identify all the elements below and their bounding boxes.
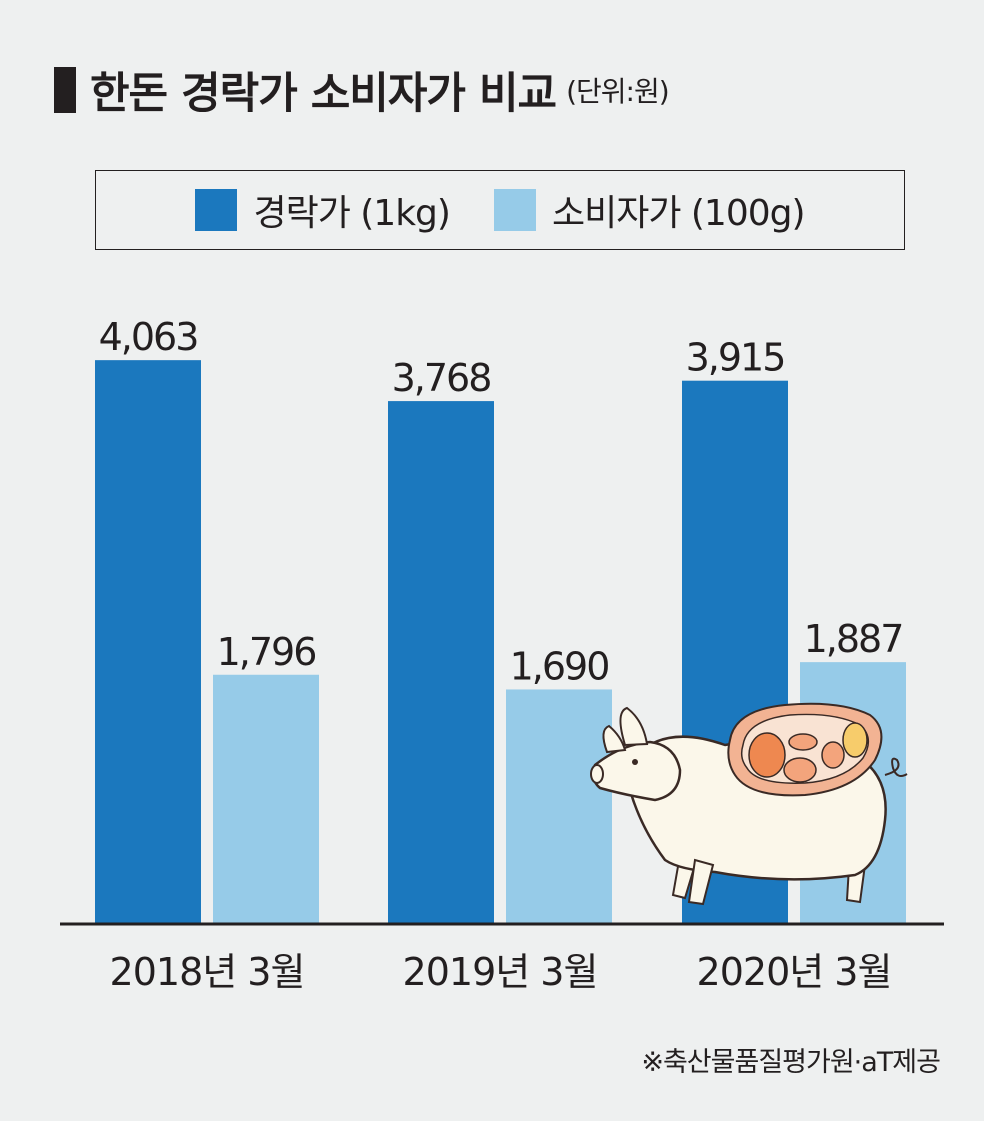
pig-illustration-icon	[590, 702, 908, 906]
legend-label-auction: 경락가 (1kg)	[253, 193, 450, 234]
bar-auction-1	[388, 401, 494, 924]
bar-consumer-1	[506, 689, 612, 924]
data-label-auction-2: 3,915	[686, 336, 785, 380]
category-label-2: 2020년 3월	[697, 950, 892, 994]
source-note: ※축산물품질평가원·aT제공	[641, 1047, 941, 1078]
data-label-consumer-2: 1,887	[804, 617, 903, 661]
legend-swatch-consumer	[493, 189, 536, 231]
bar-consumer-0	[213, 674, 319, 924]
title-marker	[54, 67, 76, 113]
data-label-consumer-1: 1,690	[510, 644, 609, 688]
category-label-1: 2019년 3월	[403, 950, 598, 994]
category-label-0: 2018년 3월	[110, 950, 305, 994]
legend-item-auction: 경락가 (1kg)	[195, 184, 451, 236]
data-label-auction-1: 3,768	[392, 356, 491, 400]
legend: 경락가 (1kg) 소비자가 (100g)	[95, 170, 905, 250]
legend-swatch-auction	[195, 189, 238, 231]
unit-label: (단위:원)	[566, 75, 670, 108]
chart-title-group: 한돈 경락가 소비자가 비교 (단위:원)	[54, 60, 670, 120]
chart-title: 한돈 경락가 소비자가 비교	[90, 69, 557, 119]
data-label-consumer-0: 1,796	[217, 630, 316, 674]
legend-item-consumer: 소비자가 (100g)	[493, 184, 806, 236]
data-label-auction-0: 4,063	[99, 315, 198, 359]
legend-label-consumer: 소비자가 (100g)	[551, 193, 806, 234]
bar-auction-0	[95, 360, 201, 924]
